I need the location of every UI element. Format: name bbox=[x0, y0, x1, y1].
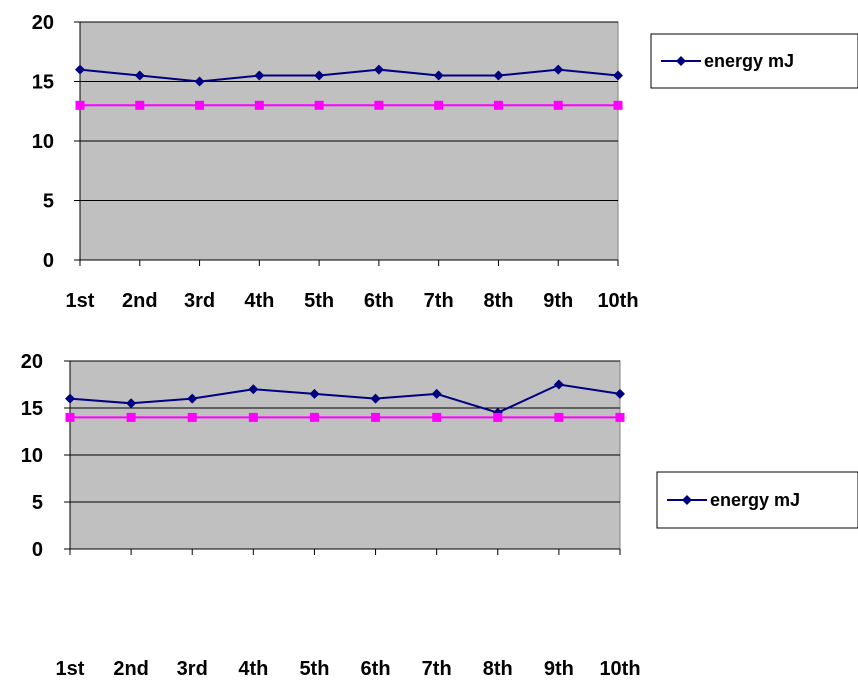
y-tick-label: 5 bbox=[43, 191, 54, 213]
data-point bbox=[66, 413, 75, 422]
data-point bbox=[554, 101, 563, 110]
data-point bbox=[434, 101, 443, 110]
x-tick-label: 6th bbox=[364, 290, 394, 312]
data-point bbox=[195, 101, 204, 110]
y-tick-label: 15 bbox=[21, 398, 43, 420]
data-point bbox=[76, 101, 85, 110]
x-tick-label: 5th bbox=[304, 290, 334, 312]
y-tick-label: 15 bbox=[32, 72, 54, 94]
data-point bbox=[315, 101, 324, 110]
data-point bbox=[494, 101, 503, 110]
x-tick-label: 6th bbox=[361, 658, 391, 680]
y-tick-label: 10 bbox=[21, 445, 43, 467]
x-tick-label: 10th bbox=[597, 290, 638, 312]
legend: energy mJ bbox=[657, 472, 858, 528]
data-point bbox=[493, 413, 502, 422]
x-tick-label: 4th bbox=[244, 290, 274, 312]
data-point bbox=[255, 101, 264, 110]
y-tick-label: 20 bbox=[32, 12, 54, 34]
legend: energy mJ bbox=[651, 34, 858, 88]
x-tick-label: 9th bbox=[543, 290, 573, 312]
legend-label: energy mJ bbox=[704, 51, 794, 71]
data-point bbox=[371, 413, 380, 422]
data-point bbox=[554, 413, 563, 422]
x-tick-label: 7th bbox=[424, 290, 454, 312]
x-tick-label: 3rd bbox=[177, 658, 208, 680]
data-point bbox=[127, 413, 136, 422]
data-point bbox=[310, 413, 319, 422]
data-point bbox=[188, 413, 197, 422]
x-tick-label: 3rd bbox=[184, 290, 215, 312]
y-tick-label: 0 bbox=[32, 539, 43, 561]
y-tick-label: 20 bbox=[21, 351, 43, 373]
x-tick-label: 8th bbox=[483, 290, 513, 312]
data-point bbox=[432, 413, 441, 422]
x-tick-label: 4th bbox=[238, 658, 268, 680]
x-tick-label: 8th bbox=[483, 658, 513, 680]
data-point bbox=[135, 101, 144, 110]
data-point bbox=[249, 413, 258, 422]
y-tick-label: 10 bbox=[32, 131, 54, 153]
x-tick-label: 9th bbox=[544, 658, 574, 680]
y-tick-label: 5 bbox=[32, 492, 43, 514]
x-tick-label: 1st bbox=[56, 658, 85, 680]
y-tick-label: 0 bbox=[43, 250, 54, 272]
legend-label: energy mJ bbox=[710, 490, 800, 510]
data-point bbox=[616, 413, 625, 422]
x-tick-label: 2nd bbox=[113, 658, 149, 680]
x-tick-label: 7th bbox=[422, 658, 452, 680]
data-point bbox=[614, 101, 623, 110]
data-point bbox=[374, 101, 383, 110]
x-tick-label: 1st bbox=[66, 290, 95, 312]
x-tick-label: 10th bbox=[599, 658, 640, 680]
x-tick-label: 2nd bbox=[122, 290, 158, 312]
x-tick-label: 5th bbox=[299, 658, 329, 680]
chart-bottom: 0 5 10 15 20 1st 2nd 3rd 4th 5th 6th 7th 8th 9th 10th e… bbox=[21, 351, 858, 680]
chart-top: 0 5 10 15 20 1st 2nd 3rd 4th 5th 6th 7th 8th 9th 10th e… bbox=[32, 12, 858, 312]
